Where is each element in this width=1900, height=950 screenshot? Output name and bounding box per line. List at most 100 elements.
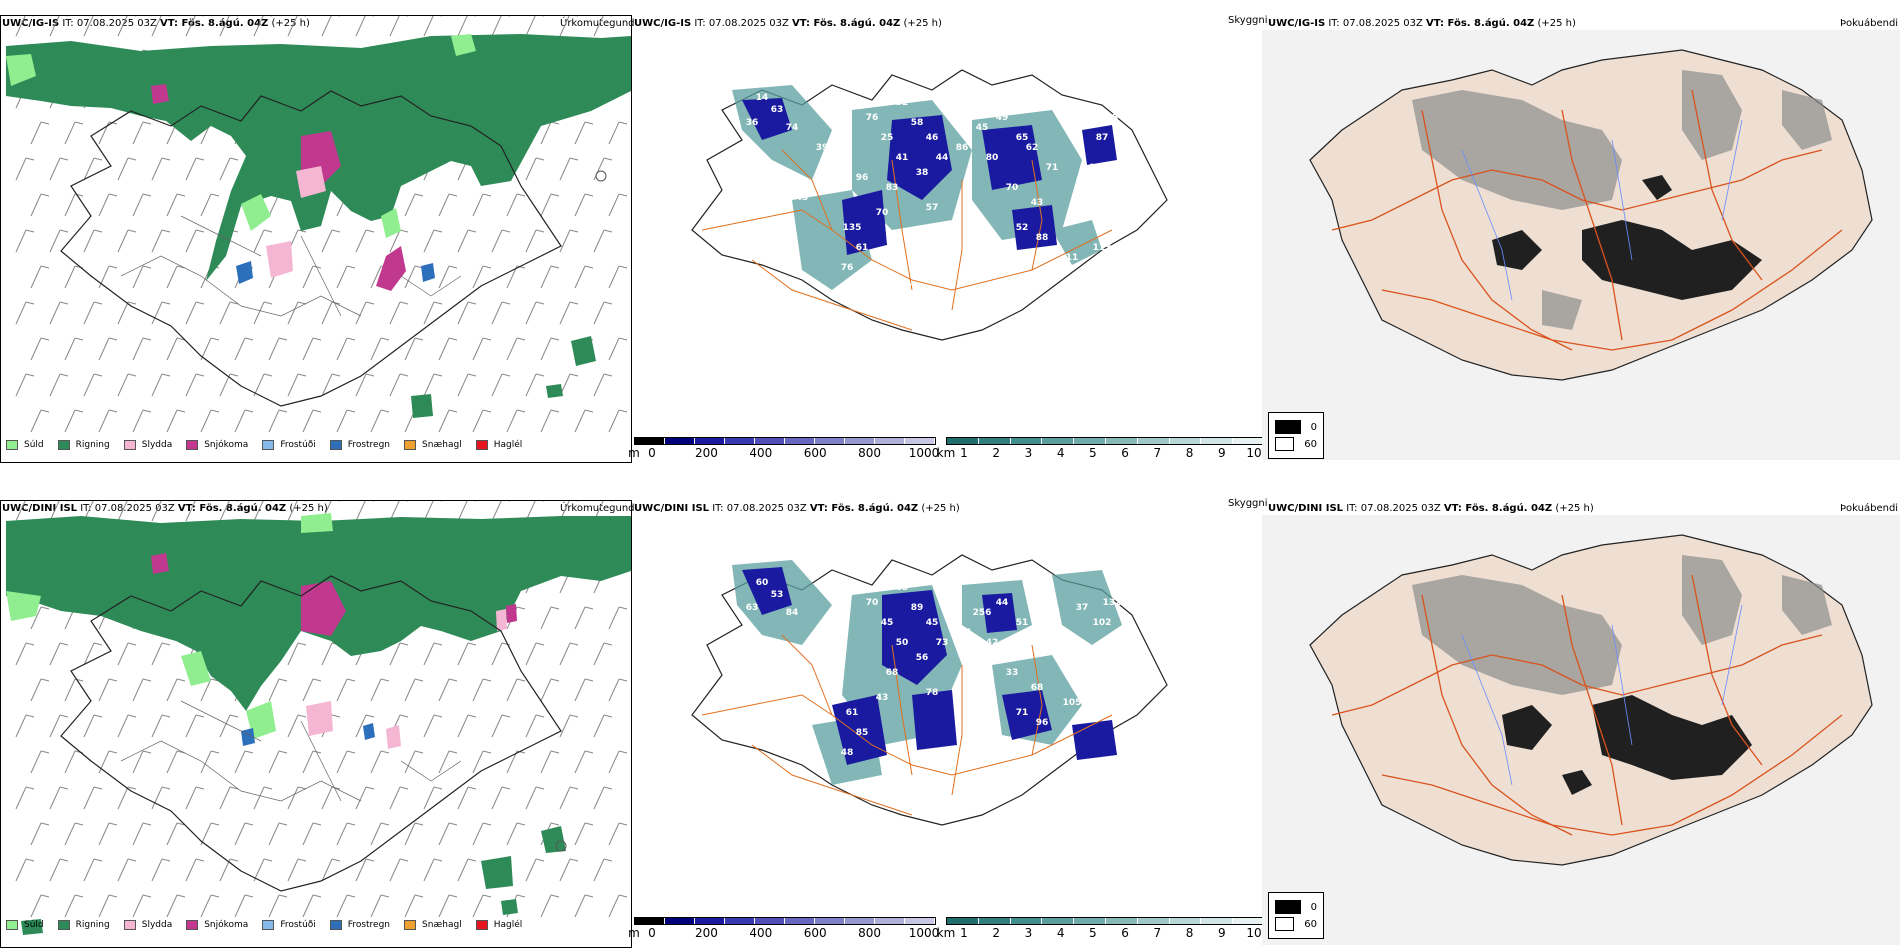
cloudbase-value-label: 96 xyxy=(856,173,869,183)
wind-barb xyxy=(30,606,50,630)
wind-barb xyxy=(49,229,69,253)
cloudbase-value-label: 113 xyxy=(1093,243,1112,253)
wind-barb xyxy=(608,894,628,918)
wind-barb xyxy=(574,750,594,774)
cloudbase-value-label: 65 xyxy=(1016,133,1029,143)
wind-barb xyxy=(559,373,579,397)
colorbar-cell xyxy=(905,918,935,924)
wind-barb xyxy=(117,714,137,738)
legend-swatch xyxy=(123,440,136,450)
cloudbase-value-label: 68 xyxy=(1076,118,1089,128)
fog-grey-area xyxy=(1412,70,1832,330)
wind-barb xyxy=(559,16,578,37)
valid-time-value: Fös. 8.ágú. 04Z xyxy=(1461,503,1553,514)
cloudbase-value-label: 48 xyxy=(841,748,854,758)
valid-time-value: Fös. 8.ágú. 04Z xyxy=(827,503,919,514)
cloudbase-value-label: 44 xyxy=(996,598,1009,608)
wind-barb xyxy=(151,229,171,253)
fog-map xyxy=(1262,30,1900,460)
cloudbase-value-label: 76 xyxy=(841,263,854,273)
legend-item: Snjókoma xyxy=(186,440,248,450)
sleet-area xyxy=(266,166,326,278)
wind-barb xyxy=(525,858,545,882)
wind-barb xyxy=(608,822,628,846)
colorbar-cell xyxy=(1010,438,1043,444)
colorbar-cell xyxy=(635,918,665,924)
cloudbase-value-label: 74 xyxy=(786,123,799,133)
wind-barb xyxy=(593,714,613,738)
wind-barb xyxy=(438,193,458,217)
colorbar-cell xyxy=(875,438,905,444)
wind-barb xyxy=(438,409,458,433)
wind-barb xyxy=(355,786,375,810)
cloudbase-value-label: 85 xyxy=(856,728,869,738)
colorbar-tick: 10 xyxy=(1246,926,1262,940)
wind-barb xyxy=(200,750,220,774)
wind-barb xyxy=(506,822,526,846)
colorbar-cell xyxy=(815,438,845,444)
cloudbase-value-label: 76 xyxy=(866,113,879,123)
wind-barb xyxy=(506,193,526,217)
wind-barb xyxy=(525,642,545,666)
wind-barb xyxy=(166,750,186,774)
wind-barb xyxy=(457,714,477,738)
wind-barb xyxy=(200,337,220,361)
cloudbase-value-label: 63 xyxy=(771,105,784,115)
colorbar-cell xyxy=(1074,438,1106,444)
wind-barb xyxy=(83,157,103,181)
cloudbase-value-label: 25 xyxy=(881,133,894,143)
model-label: UWC/IG-IS xyxy=(1268,18,1326,29)
colorbar-tick: 4 xyxy=(1056,446,1065,460)
colorbar-tick: 9 xyxy=(1217,926,1226,940)
cloudbase-unit: m xyxy=(628,926,640,940)
colorbar-cell xyxy=(1010,918,1043,924)
wind-barb xyxy=(370,337,390,361)
wind-barb xyxy=(234,409,254,433)
wind-barb xyxy=(15,858,35,882)
wind-barb xyxy=(166,678,186,702)
colorbar-cell xyxy=(978,918,1011,924)
colorbar-tick: 2 xyxy=(992,446,1001,460)
legend-label: Súld xyxy=(24,440,44,450)
wind-barb xyxy=(491,373,511,397)
cloudbase-value-label: 45 xyxy=(966,223,979,233)
wind-barb xyxy=(321,301,341,325)
wind-barb xyxy=(15,786,35,810)
legend-label: Frostregn xyxy=(347,920,391,930)
wind-barb xyxy=(355,373,375,397)
cloudbase-value-label: 41 xyxy=(896,153,909,163)
wind-barb xyxy=(151,16,170,37)
init-time: IT: 07.08.2025 03Z xyxy=(1325,18,1427,29)
legend-swatch xyxy=(475,920,488,930)
wind-barb xyxy=(593,229,613,253)
wind-barb xyxy=(287,714,307,738)
wind-barb xyxy=(540,409,560,433)
valid-time-value: Fös. 8.ágú. 04Z xyxy=(810,18,901,29)
wind-barb xyxy=(166,894,186,918)
wind-barb xyxy=(559,157,579,181)
wind-barb xyxy=(540,678,560,702)
wind-barb xyxy=(472,822,492,846)
wind-barb xyxy=(491,229,511,253)
cloudbase-value-label: 105 xyxy=(1063,698,1082,708)
wind-barb xyxy=(185,858,205,882)
fog-legend-swatch xyxy=(1275,420,1301,434)
valid-time-label: VT: xyxy=(160,18,179,29)
cloudbase-colorbar: m 0 200 400 600 800 1000 xyxy=(628,917,939,940)
visibility-ticks: km 1 2 3 4 5 6 7 8 9 10 xyxy=(937,445,1266,460)
legend-swatch xyxy=(186,440,199,450)
legend-label: Snjókoma xyxy=(204,920,249,930)
wind-barb xyxy=(15,642,35,666)
colorbar-cell xyxy=(755,918,785,924)
visibility-title: Skyggni xyxy=(1228,498,1268,509)
fog-legend: 0 60 xyxy=(1268,412,1324,459)
legend-item: Súld xyxy=(6,440,44,450)
wind-barb xyxy=(219,714,239,738)
valid-time-value: Fös. 8.ágú. 04Z xyxy=(1444,18,1535,29)
wind-barb xyxy=(151,501,170,522)
visibility-panel-title: UWC/DINI ISL IT: 07.08.2025 03Z VT: Fös.… xyxy=(634,503,960,515)
wind-barb xyxy=(219,858,239,882)
valid-time-label: VT: xyxy=(809,503,828,514)
valid-time-label: VT: xyxy=(1443,503,1462,514)
wind-barb xyxy=(593,301,613,325)
